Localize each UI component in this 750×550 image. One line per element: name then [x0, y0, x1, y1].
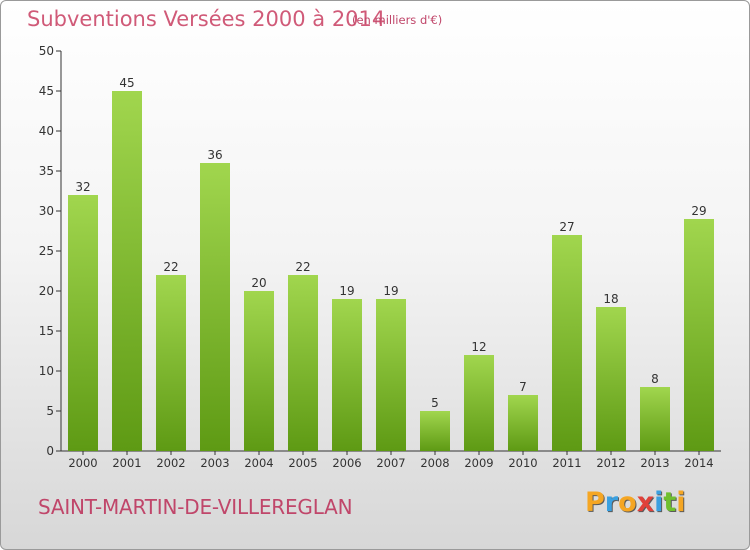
bar-2006: [332, 299, 362, 451]
logo-letter: t: [663, 487, 677, 518]
chart-axes: 0 5 10 15 20 25 30 35 40 45 50 2000 2001 2002 2003 2004…: [39, 44, 721, 470]
chart-title: Subventions Versées 2000 à 2014: [27, 7, 386, 31]
x-tick-label: 2009: [464, 456, 493, 470]
x-tick-label: 2005: [288, 456, 317, 470]
bar-2004: [244, 291, 274, 451]
y-tick-label: 40: [39, 124, 54, 138]
bar-2008: [420, 411, 450, 451]
bar-2010: [508, 395, 538, 451]
x-tick-label: 2010: [508, 456, 537, 470]
y-tick-label: 0: [46, 444, 54, 458]
data-label-2005: 22: [295, 260, 310, 274]
x-tick-label: 2012: [596, 456, 625, 470]
y-tick-label: 30: [39, 204, 54, 218]
y-tick-label: 15: [39, 324, 54, 338]
logo-letter: i: [654, 487, 664, 518]
logo-letter: i: [676, 487, 686, 518]
logo-letter: o: [618, 487, 637, 518]
x-tick-label: 2014: [684, 456, 713, 470]
data-label-2014: 29: [691, 204, 706, 218]
data-label-2013: 8: [651, 372, 659, 386]
x-tick-label: 2001: [112, 456, 141, 470]
logo-letter: r: [604, 487, 619, 518]
data-label-2003: 36: [207, 148, 222, 162]
bar-2011: [552, 235, 582, 451]
y-tick-label: 35: [39, 164, 54, 178]
logo-letter: x: [636, 487, 655, 518]
data-label-2002: 22: [163, 260, 178, 274]
x-tick-label: 2008: [420, 456, 449, 470]
x-tick-label: 2003: [200, 456, 229, 470]
y-tick-label: 25: [39, 244, 54, 258]
data-label-2004: 20: [251, 276, 266, 290]
y-tick-label: 20: [39, 284, 54, 298]
bar-2009: [464, 355, 494, 451]
y-tick-label: 45: [39, 84, 54, 98]
bar-2000: [68, 195, 98, 451]
logo-letter: P: [585, 487, 605, 518]
x-tick-label: 2013: [640, 456, 669, 470]
data-label-2008: 5: [431, 396, 439, 410]
x-tick-label: 2006: [332, 456, 361, 470]
bar-2001: [112, 91, 142, 451]
bar-2003: [200, 163, 230, 451]
commune-name: SAINT-MARTIN-DE-VILLEREGLAN: [38, 495, 353, 519]
bar-2014: [684, 219, 714, 451]
bar-2002: [156, 275, 186, 451]
x-tick-label: 2000: [68, 456, 97, 470]
y-tick-label: 50: [39, 44, 54, 58]
data-label-2010: 7: [519, 380, 527, 394]
data-label-2009: 12: [471, 340, 486, 354]
y-tick-label: 10: [39, 364, 54, 378]
bar-2012: [596, 307, 626, 451]
data-label-2011: 27: [559, 220, 574, 234]
data-label-2000: 32: [75, 180, 90, 194]
chart-bars: [68, 91, 714, 451]
bar-2007: [376, 299, 406, 451]
bar-2005: [288, 275, 318, 451]
data-label-2001: 45: [119, 76, 134, 90]
chart-subtitle: (en milliers d'€): [352, 13, 443, 27]
x-tick-label: 2002: [156, 456, 185, 470]
chart-data-labels: 32 45 22 36 20 22 19 19 5 12 7 27 18 8 29: [75, 76, 706, 410]
bar-2013: [640, 387, 670, 451]
data-label-2007: 19: [383, 284, 398, 298]
x-tick-label: 2011: [552, 456, 581, 470]
x-tick-label: 2007: [376, 456, 405, 470]
x-tick-label: 2004: [244, 456, 273, 470]
data-label-2012: 18: [603, 292, 618, 306]
y-tick-label: 5: [46, 404, 54, 418]
proxiti-logo[interactable]: Proxiti: [585, 487, 686, 518]
data-label-2006: 19: [339, 284, 354, 298]
